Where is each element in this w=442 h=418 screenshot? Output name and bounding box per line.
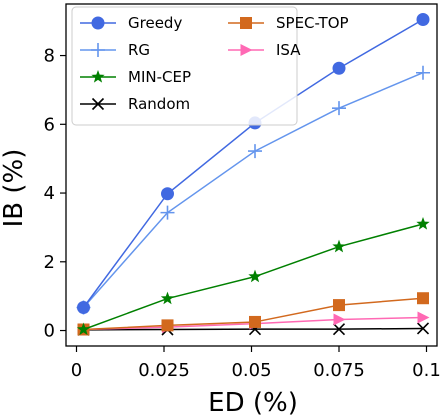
series-layer [76,12,430,336]
x-tick-label: 0.075 [313,360,365,381]
x-tick-label: 0 [71,360,82,381]
legend-item-min-cep: MIN-CEP [80,68,191,86]
data-point [160,205,175,220]
data-point [161,319,174,332]
x-axis-label: ED (%) [208,388,298,418]
legend-item-spec-top: SPEC-TOP [228,14,349,32]
legend-item-rg: RG [80,41,150,59]
y-tick-label: 4 [44,183,55,204]
legend-item-greedy: Greedy [80,14,182,32]
y-tick-label: 0 [44,321,55,342]
legend-marker [91,43,105,57]
data-point [417,311,430,324]
data-point [248,144,262,159]
data-point [416,322,430,335]
data-point [332,323,346,336]
data-point [248,269,262,283]
data-point [249,315,261,328]
data-point [76,322,91,336]
y-axis: 0 2 4 6 8 [44,46,66,342]
data-point [416,216,430,230]
legend-item-random: Random [80,95,190,113]
x-tick-label: 0.025 [138,360,190,381]
data-point [416,65,430,80]
y-tick-label: 2 [44,252,55,273]
legend-marker [240,17,252,29]
data-point [332,61,346,75]
legend-label: Random [128,95,190,113]
data-point [417,292,429,305]
data-point [161,187,174,201]
legend-item-isa: ISA [228,41,301,59]
data-point [332,239,346,253]
y-tick-label: 6 [44,114,55,135]
legend-marker [91,70,105,83]
legend-label: MIN-CEP [128,68,191,86]
series-rg [76,65,430,315]
data-point [333,299,345,312]
legend-marker [91,16,105,30]
data-point [332,101,346,116]
data-point [416,12,430,26]
x-tick-label: 0.1 [412,360,441,381]
y-axis-label: IB (%) [0,149,29,228]
legend-marker [91,97,105,111]
x-axis: 0 0.025 0.05 0.075 0.1 [71,346,441,381]
legend-label: SPEC-TOP [276,14,349,32]
data-point [160,291,175,305]
x-tick-label: 0.05 [231,360,271,381]
legend-box [71,6,298,126]
legend-label: ISA [276,41,301,59]
legend-label: Greedy [128,14,182,32]
data-point [77,301,90,315]
data-point [333,313,346,326]
legend-marker [240,44,253,56]
y-tick-label: 8 [44,46,55,67]
legend: Greedy RG MIN-CEP Random SPEC-TOP ISA [71,6,349,126]
series-min-cep [76,216,430,336]
legend-label: RG [128,41,150,59]
